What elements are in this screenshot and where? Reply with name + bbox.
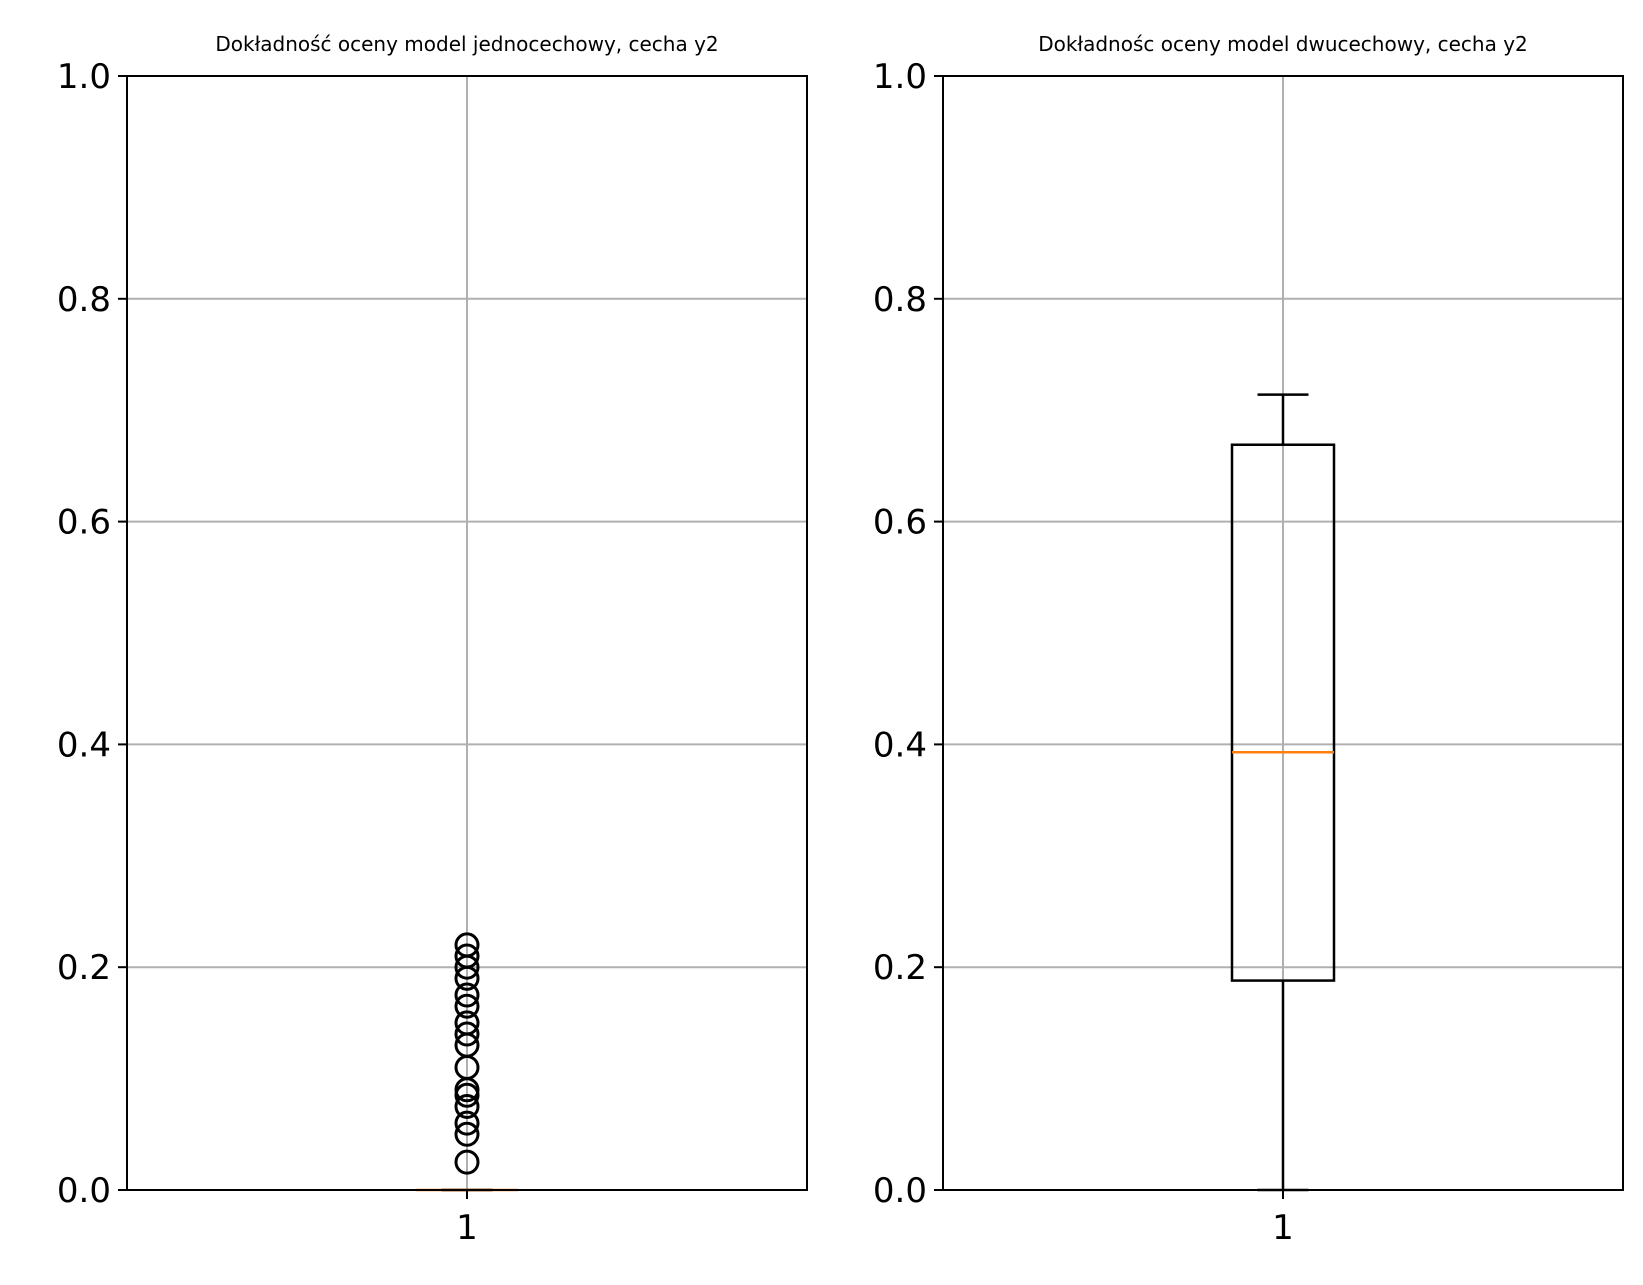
outlier-point [454, 993, 480, 1019]
y-tick-label: 0.4 [57, 725, 111, 765]
outlier-point [454, 982, 480, 1008]
y-tick-label: 0.4 [873, 725, 927, 765]
y-tick-label: 0.6 [57, 503, 111, 543]
y-tick-label: 0.6 [873, 503, 927, 543]
y-tick-label: 1.0 [873, 57, 927, 97]
outlier-point [454, 1149, 480, 1175]
outlier-point [454, 1110, 480, 1136]
x-tick-label: 1 [456, 1208, 478, 1248]
y-tick-label: 0.2 [57, 948, 111, 988]
outlier-point [454, 1010, 480, 1036]
chart-panel-1: 0.0 0.2 0.4 0.6 0.8 1.0 1 Dokładność oceny mode… [57, 32, 808, 1248]
outlier-point [454, 1093, 480, 1119]
chart-panel-2: 0.0 0.2 0.4 0.6 0.8 1.0 1 Dokładnośc oceny mode… [873, 32, 1624, 1248]
y-tick-label: 0.8 [57, 280, 111, 320]
box-iqr [1230, 443, 1336, 982]
outlier-point [454, 1121, 480, 1147]
y-tick-label: 0.0 [873, 1171, 927, 1211]
chart-title: Dokładnośc oceny model dwucechowy, cecha… [1038, 32, 1528, 56]
y-tick-label: 0.2 [873, 948, 927, 988]
outlier-point [454, 943, 480, 969]
y-tick-label: 0.0 [57, 1171, 111, 1211]
x-tick-label: 1 [1272, 1208, 1294, 1248]
outlier-point [454, 1021, 480, 1047]
outlier-point [454, 932, 480, 958]
y-tick-label: 0.8 [873, 280, 927, 320]
chart-title: Dokładność oceny model jednocechowy, cec… [215, 32, 718, 56]
y-tick-label: 1.0 [57, 57, 111, 97]
